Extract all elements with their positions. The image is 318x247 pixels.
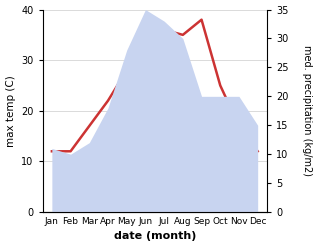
Y-axis label: max temp (C): max temp (C)	[5, 75, 16, 147]
Y-axis label: med. precipitation (kg/m2): med. precipitation (kg/m2)	[302, 45, 313, 176]
X-axis label: date (month): date (month)	[114, 231, 196, 242]
